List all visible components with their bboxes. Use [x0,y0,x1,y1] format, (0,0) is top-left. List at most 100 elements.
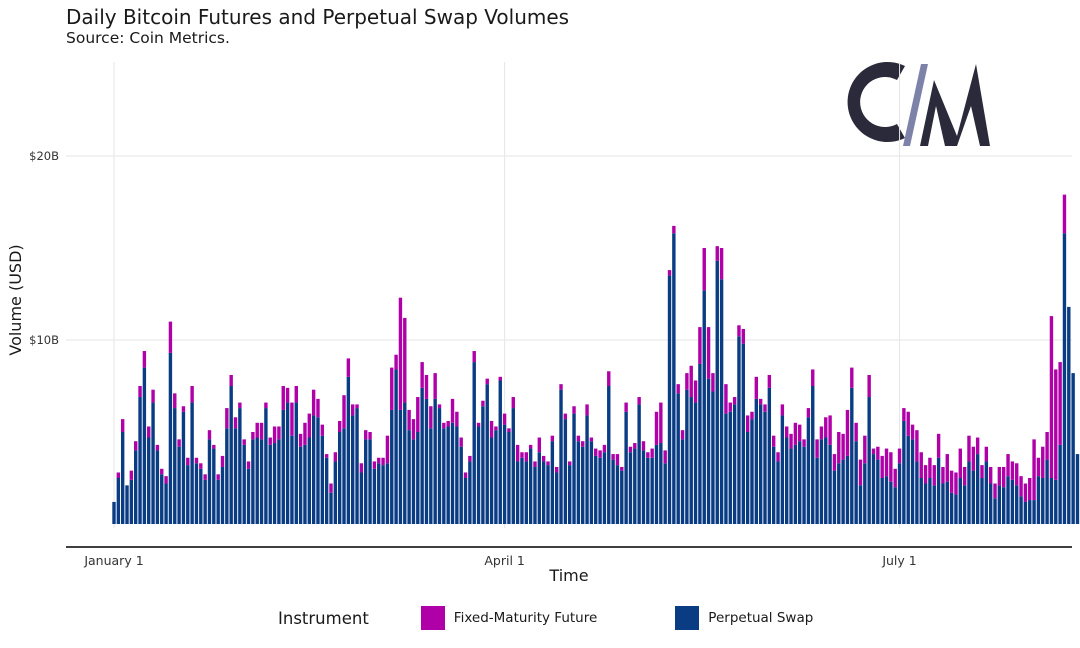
bar-perpetual [199,468,203,524]
bar-fixed-maturity [194,457,199,464]
bar-perpetual [476,426,481,524]
bar-fixed-maturity [181,406,186,412]
bar-perpetual [481,406,485,524]
bar-fixed-maturity [563,413,568,420]
bar-fixed-maturity [845,409,850,456]
bar-fixed-maturity [251,432,255,440]
bar-perpetual [876,459,880,524]
bar-fixed-maturity [811,369,815,386]
bar-perpetual [815,457,819,524]
bar-perpetual [1023,501,1028,524]
bar-perpetual [502,424,507,524]
bar-perpetual [390,409,394,524]
bar-fixed-maturity [255,422,259,438]
bar-perpetual [737,336,741,524]
bar-fixed-maturity [459,437,463,447]
bar-fixed-maturity [528,444,533,449]
bar-perpetual [238,408,242,524]
bar-fixed-maturity [698,327,702,364]
bar-perpetual [524,461,528,524]
bar-fixed-maturity [1058,362,1062,445]
bar-fixed-maturity [880,455,884,478]
bar-perpetual [563,419,568,524]
bar-perpetual [793,444,798,524]
bar-fixed-maturity [329,483,333,493]
bar-fixed-maturity [1019,476,1023,497]
bar-fixed-maturity [311,389,316,416]
bar-perpetual [337,432,342,524]
bar-fixed-maturity [689,365,693,398]
bar-perpetual [194,463,199,524]
bar-fixed-maturity [745,415,750,432]
bar-fixed-maturity [932,465,936,486]
bar-perpetual [837,463,841,524]
bar-fixed-maturity [780,404,785,416]
bar-perpetual [672,233,676,524]
bar-fixed-maturity [225,408,229,429]
x-tick-label: April 1 [484,553,525,568]
bar-perpetual [893,487,897,524]
bar-fixed-maturity [120,419,125,432]
bar-fixed-maturity [203,474,207,480]
bar-fixed-maturity [754,376,759,399]
bar-fixed-maturity [1023,483,1028,502]
bar-perpetual [259,439,264,524]
bar-perpetual [164,483,168,524]
bar-perpetual [785,437,789,524]
bar-perpetual [429,428,433,524]
y-axis-title: Volume (USD) [6,244,25,355]
bar-perpetual [602,452,607,524]
bar-fixed-maturity [598,450,602,458]
bar-fixed-maturity [1002,466,1006,488]
bar-fixed-maturity [190,386,194,403]
bar-perpetual [298,446,303,524]
bar-fixed-maturity [858,459,863,486]
bar-perpetual [437,408,442,524]
bar-perpetual [528,448,533,524]
bar-fixed-maturity [129,470,134,480]
bar-perpetual [546,465,550,524]
bar-perpetual [902,420,906,524]
bar-fixed-maturity [719,248,724,280]
bar-fixed-maturity [832,454,837,471]
bar-perpetual [255,437,259,524]
bar-perpetual [693,402,698,524]
bar-perpetual [685,389,689,524]
bar-perpetual [203,479,207,524]
bar-perpetual [485,384,489,524]
bar-perpetual [420,387,424,524]
bar-fixed-maturity [863,435,867,464]
bar-perpetual [116,478,121,524]
bar-perpetual [828,444,832,524]
bar-perpetual [1019,496,1023,524]
bar-fixed-maturity [155,444,160,451]
bar-perpetual [233,428,238,524]
bar-perpetual [316,417,320,524]
bar-fixed-maturity [919,452,923,478]
bar-perpetual [285,402,290,524]
bar-perpetual [264,408,268,524]
bar-fixed-maturity [928,457,932,478]
bar-fixed-maturity [455,411,459,427]
bar-fixed-maturity [776,452,780,462]
bar-perpetual [407,430,411,524]
bar-fixed-maturity [1006,454,1010,477]
bar-perpetual [1010,479,1015,524]
bar-fixed-maturity [785,426,789,438]
bar-perpetual [294,402,298,524]
bar-fixed-maturity [967,435,971,462]
bar-perpetual [272,443,277,524]
bar-perpetual [615,465,620,524]
bar-fixed-maturity [368,432,372,440]
bar-fixed-maturity [151,389,155,403]
bar-perpetual [949,492,954,524]
bar-perpetual [129,479,134,524]
bar-fixed-maturity [450,398,455,423]
bar-fixed-maturity [364,430,368,440]
bar-perpetual [515,461,520,524]
bar-perpetual [745,432,750,524]
bar-fixed-maturity [728,402,732,412]
bar-fixed-maturity [359,463,364,473]
bar-fixed-maturity [294,386,298,403]
bar-fixed-maturity [1062,194,1067,234]
